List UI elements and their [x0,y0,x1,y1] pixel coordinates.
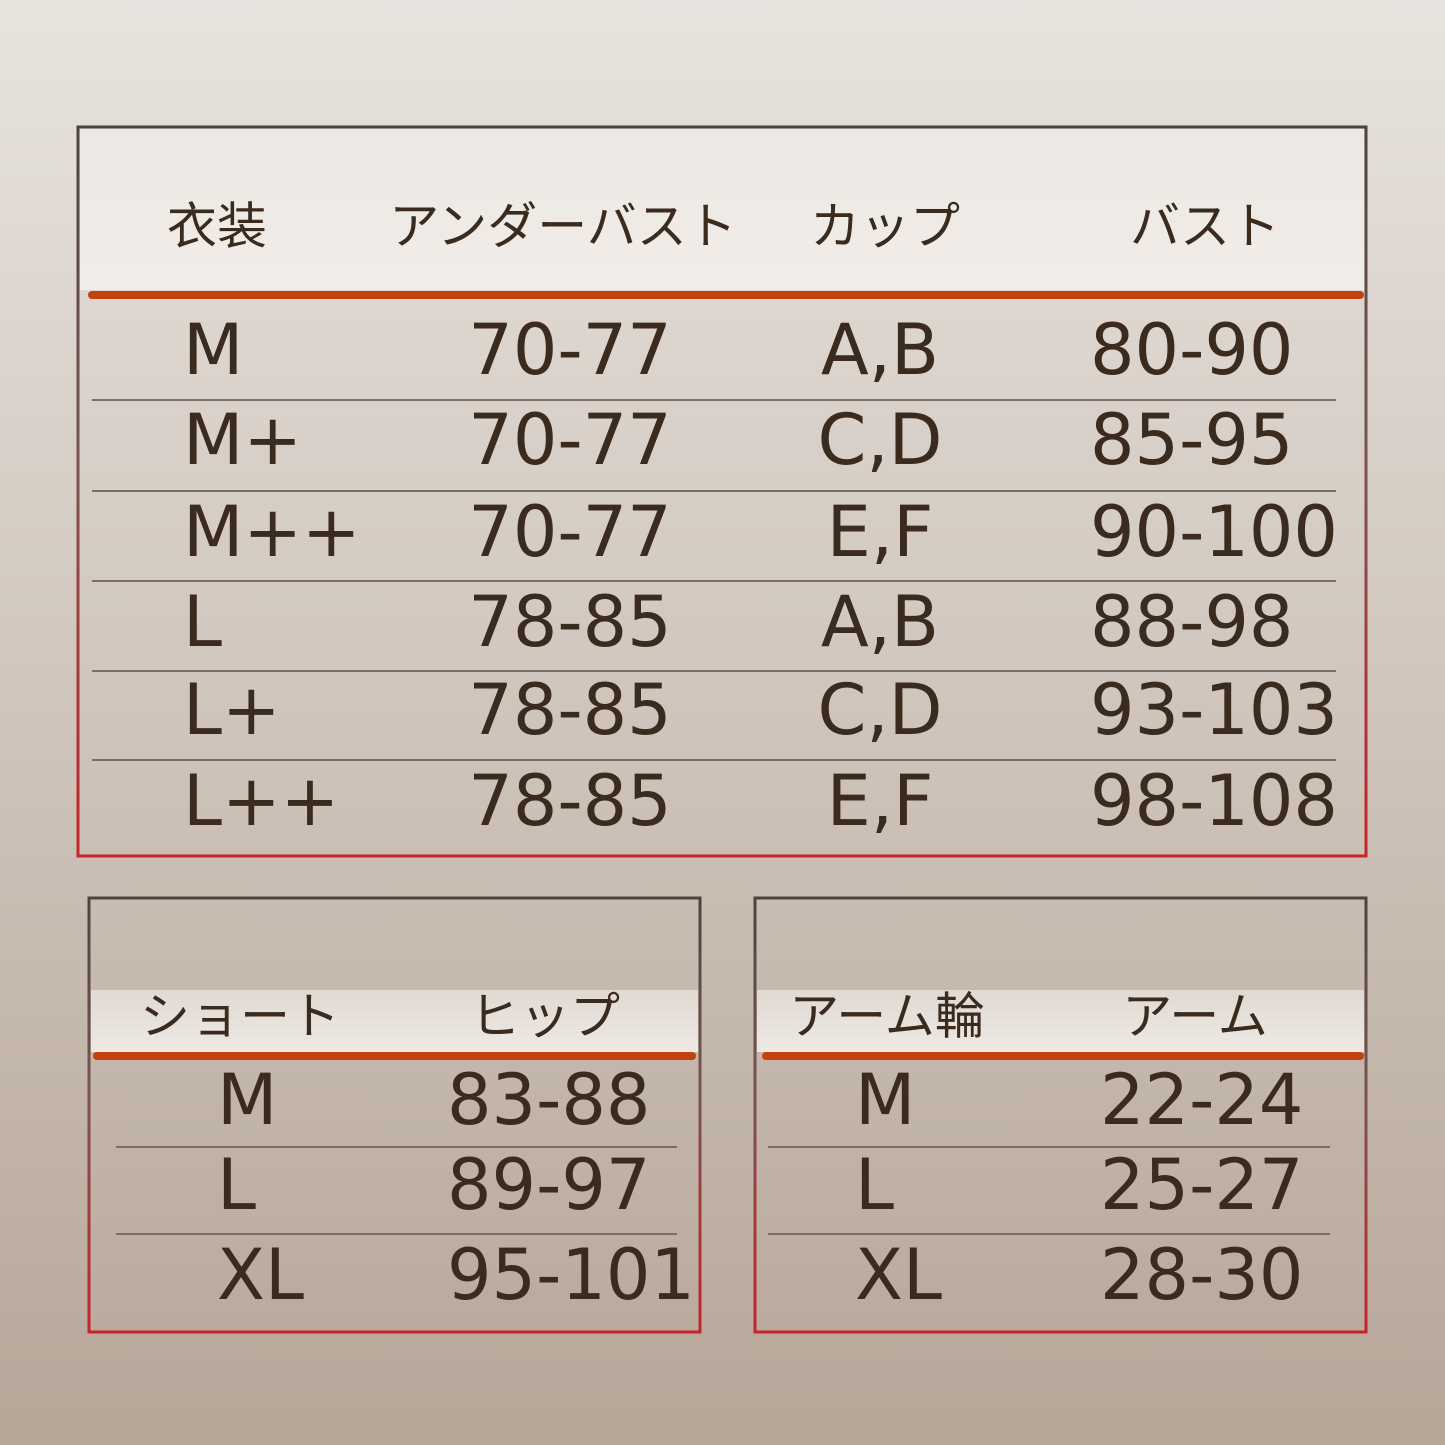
table-border [87,896,702,1334]
cell: 70-77 [468,309,671,391]
cell: 85-95 [1090,399,1293,481]
cell: 95-101 [447,1234,695,1316]
column-header: アーム [1122,988,1268,1046]
table-border [76,125,1368,858]
cell: 70-77 [468,399,671,481]
header-band [757,990,1364,1052]
cell: 78-85 [468,581,671,663]
cell: 90-100 [1090,491,1338,573]
cell: 80-90 [1090,309,1293,391]
cell: C,D [817,669,942,751]
cell: 22-24 [1100,1059,1303,1141]
column-header: アーム輪 [789,988,985,1046]
cell: 28-30 [1100,1234,1303,1316]
cell: L [855,1144,894,1226]
cell: E,F [827,760,934,842]
cell: A,B [821,581,939,663]
cell: M++ [183,491,361,573]
table-border [753,896,1368,1334]
column-header: カップ [810,198,960,256]
cell: M [183,309,243,391]
cell: 78-85 [468,669,671,751]
cell: M+ [183,399,302,481]
cell: A,B [821,309,939,391]
column-header: アンダーバスト [389,198,737,256]
column-header: ショート [140,988,340,1046]
cell: 98-108 [1090,760,1338,842]
column-header: バスト [1130,198,1280,256]
cell: XL [855,1234,942,1316]
cell: 83-88 [447,1059,650,1141]
cell: L [183,581,222,663]
cell: 88-98 [1090,581,1293,663]
column-header: 衣装 [167,198,267,256]
cell: 93-103 [1090,669,1338,751]
cell: 25-27 [1100,1144,1303,1226]
cell: M [217,1059,277,1141]
cell: XL [217,1234,304,1316]
header-band [80,129,1364,290]
cell: L [217,1144,256,1226]
cell: E,F [827,491,934,573]
cell: 89-97 [447,1144,650,1226]
cell: L++ [183,760,339,842]
cell: M [855,1059,915,1141]
cell: 78-85 [468,760,671,842]
header-band [91,990,698,1052]
column-header: ヒップ [470,988,620,1046]
cell: C,D [817,399,942,481]
cell: 70-77 [468,491,671,573]
cell: L+ [183,669,281,751]
